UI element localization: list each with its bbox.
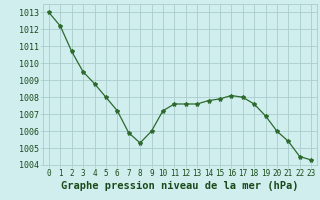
X-axis label: Graphe pression niveau de la mer (hPa): Graphe pression niveau de la mer (hPa) (61, 181, 299, 191)
